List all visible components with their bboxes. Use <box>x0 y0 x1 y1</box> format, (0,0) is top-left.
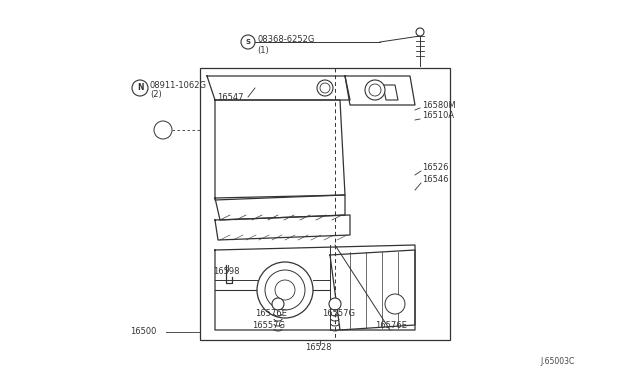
Text: S: S <box>246 39 250 45</box>
Text: 08911-1062G: 08911-1062G <box>150 80 207 90</box>
Circle shape <box>241 35 255 49</box>
Text: 16528: 16528 <box>305 343 332 353</box>
Text: 16598: 16598 <box>213 266 239 276</box>
Circle shape <box>317 80 333 96</box>
Text: 16546: 16546 <box>422 176 449 185</box>
Text: 16526: 16526 <box>422 164 449 173</box>
Circle shape <box>132 80 148 96</box>
Text: 08368-6252G: 08368-6252G <box>257 35 314 45</box>
Text: (2): (2) <box>150 90 162 99</box>
Text: J.65003C: J.65003C <box>540 357 574 366</box>
Circle shape <box>369 84 381 96</box>
Circle shape <box>329 298 341 310</box>
Bar <box>200 68 450 340</box>
Circle shape <box>320 83 330 93</box>
Text: 16547: 16547 <box>217 93 243 102</box>
Text: N: N <box>137 83 143 93</box>
Text: 16557G: 16557G <box>322 310 355 318</box>
Text: 16580M: 16580M <box>422 100 456 109</box>
Text: 16557G: 16557G <box>252 321 285 330</box>
Text: (1): (1) <box>257 45 269 55</box>
Text: 16510A: 16510A <box>422 112 454 121</box>
Circle shape <box>272 298 284 310</box>
Circle shape <box>416 28 424 36</box>
Circle shape <box>275 280 295 300</box>
Text: 16576E: 16576E <box>375 321 407 330</box>
Circle shape <box>154 121 172 139</box>
Circle shape <box>385 294 405 314</box>
Circle shape <box>389 298 401 310</box>
Circle shape <box>365 80 385 100</box>
Circle shape <box>157 124 169 136</box>
Circle shape <box>265 270 305 310</box>
Circle shape <box>257 262 313 318</box>
Text: 16576E: 16576E <box>255 310 287 318</box>
Text: 16500: 16500 <box>130 327 156 337</box>
